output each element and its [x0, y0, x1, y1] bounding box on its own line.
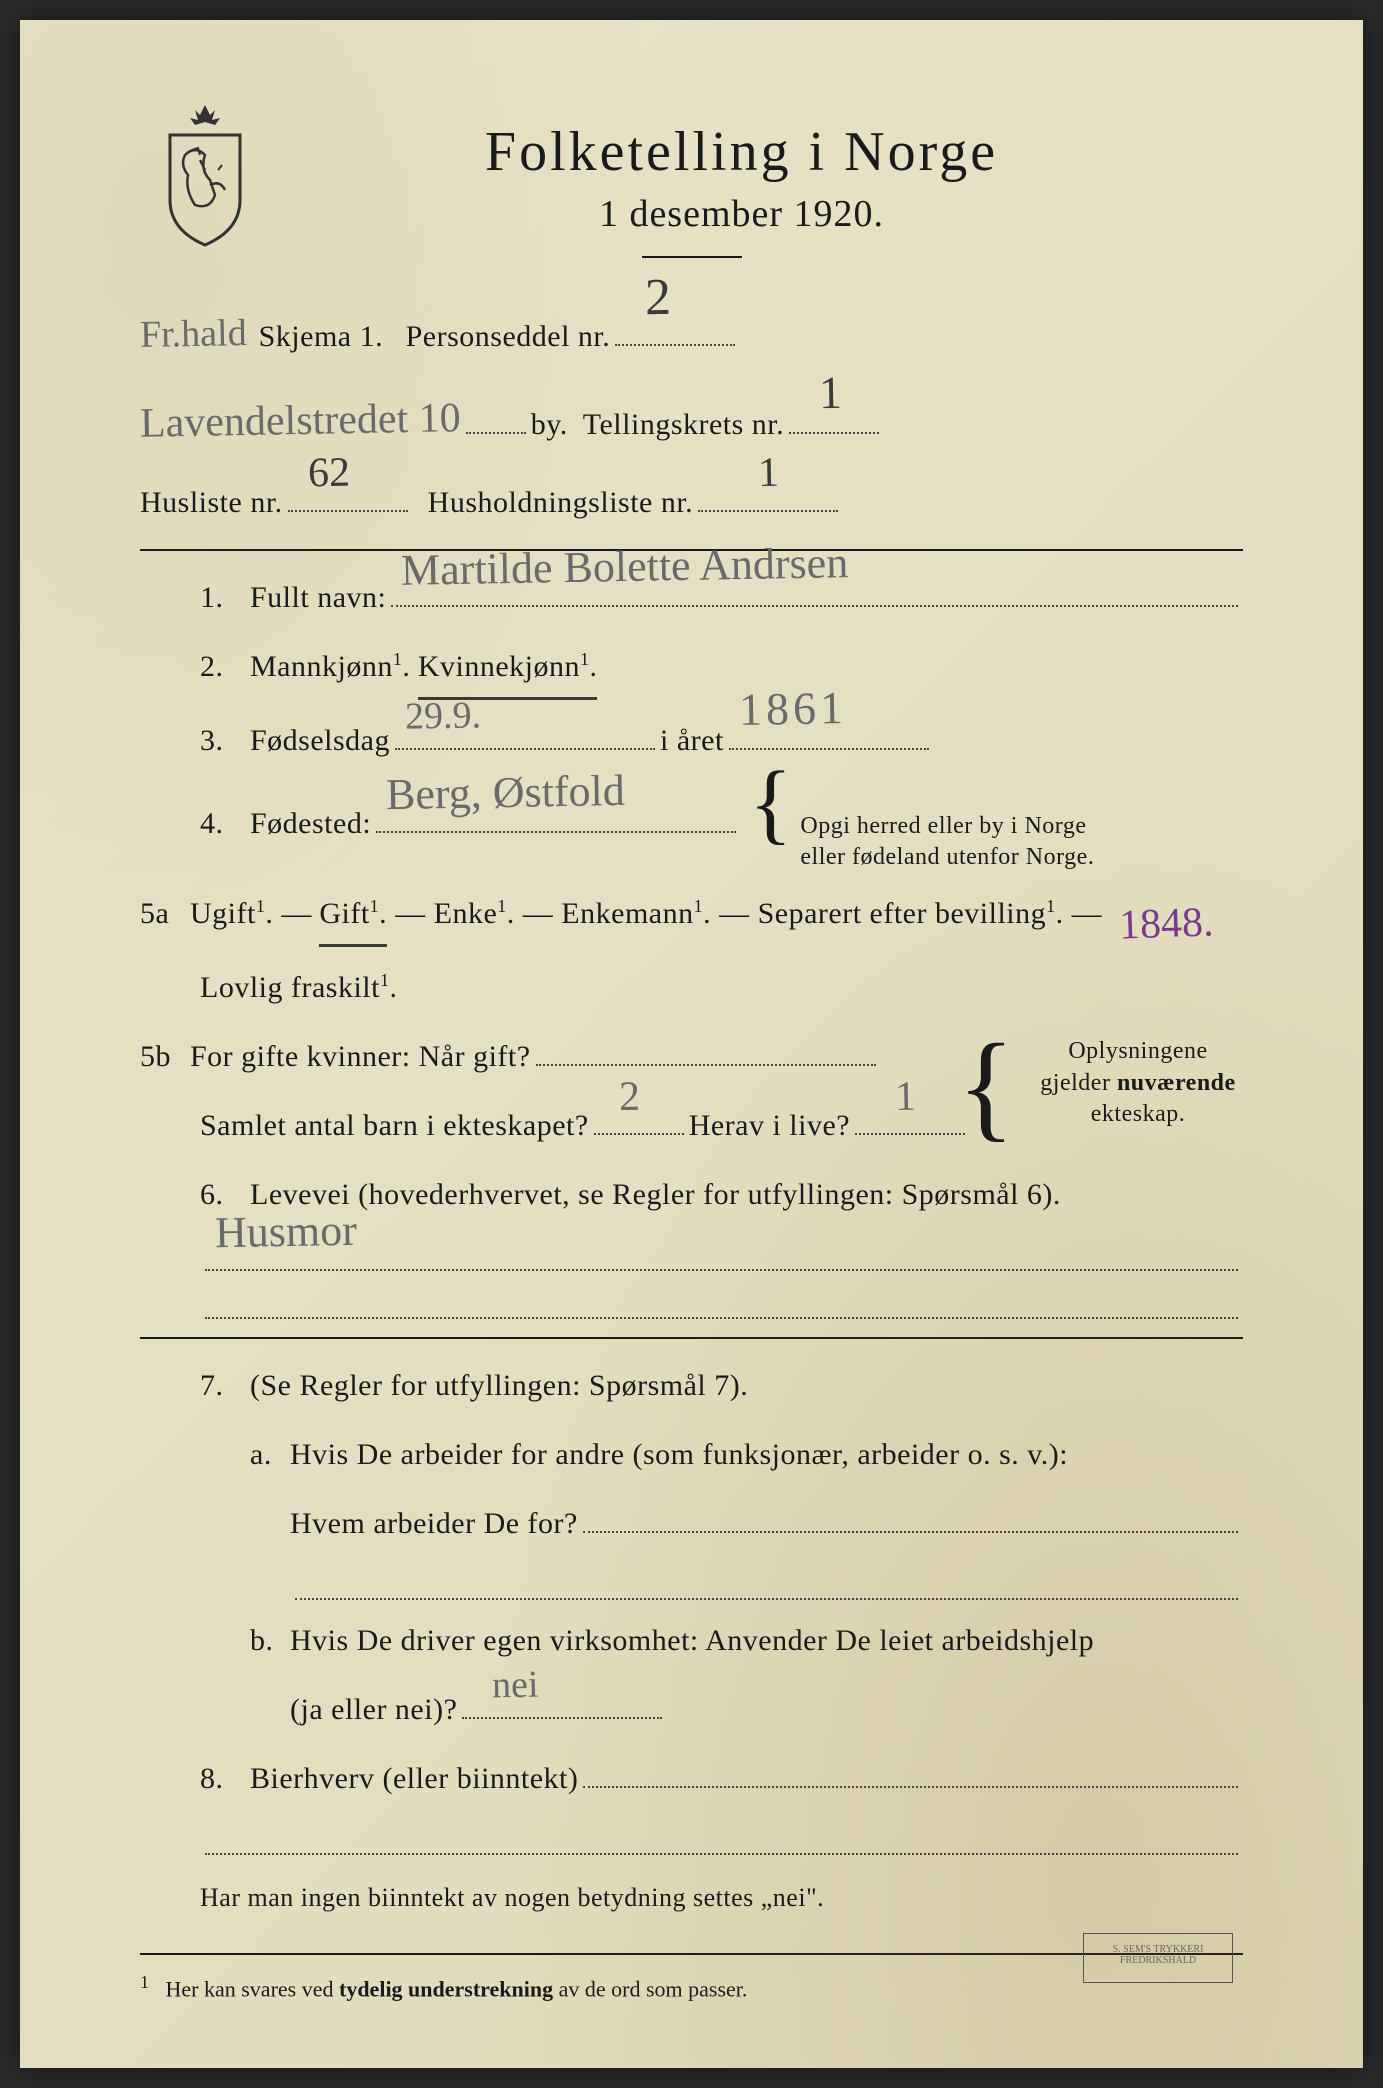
- footnote: 1 Her kan svares ved tydelig understrekn…: [140, 1953, 1243, 2010]
- q1-num: 1.: [200, 569, 250, 626]
- q5b-value2: 2: [618, 1057, 640, 1137]
- q7-line: 7. (Se Regler for utfyllingen: Spørsmål …: [140, 1357, 1243, 1414]
- q4-num: 4.: [200, 795, 250, 852]
- husholdningsliste-field: 1: [698, 476, 838, 512]
- q4-value: Berg, Østfold: [385, 749, 625, 837]
- q5b-label3: Herav i live?: [689, 1097, 850, 1154]
- q5b-field3: 1: [855, 1099, 965, 1135]
- q1-label: Fullt navn:: [250, 569, 386, 626]
- q4-line: 4. Fødested: Berg, Østfold { Opgi herred…: [140, 781, 1243, 873]
- q3-label: Fødselsdag: [250, 712, 390, 769]
- tellingskrets-label: Tellingskrets nr.: [583, 396, 784, 453]
- q5b-field1: [536, 1030, 876, 1066]
- by-label: by.: [531, 396, 568, 453]
- husholdningsliste-nr: 1: [757, 434, 779, 514]
- q5a-opt-fraskilt: Lovlig fraskilt1.: [200, 959, 397, 1016]
- husholdningsliste-label: Husholdningsliste nr.: [428, 474, 694, 531]
- q7a-label2: Hvem arbeider De for?: [290, 1495, 578, 1552]
- q1-value: Martilde Bolette Andrsen: [401, 521, 850, 612]
- q7b-value: nei: [492, 1649, 540, 1722]
- q8-label: Bierhverv (eller biinntekt): [250, 1750, 578, 1807]
- q7a-num: a.: [250, 1426, 290, 1483]
- tellingskrets-nr: 1: [818, 349, 843, 437]
- q3-day-field: 29.9.: [395, 714, 655, 750]
- header: Folketelling i Norge 1 desember 1920.: [140, 120, 1243, 258]
- husliste-label: Husliste nr.: [140, 474, 283, 531]
- q7b-label1: Hvis De driver egen virksomhet: Anvender…: [290, 1612, 1094, 1669]
- q5b-label1: For gifte kvinner: Når gift?: [190, 1028, 531, 1085]
- subtitle: 1 desember 1920.: [140, 192, 1243, 236]
- q4-hint: Opgi herred eller by i Norge eller fødel…: [800, 811, 1120, 873]
- q7a-blank: [140, 1564, 1243, 1600]
- q1-field: Martilde Bolette Andrsen: [391, 571, 1238, 607]
- q5b-num: 5b: [140, 1028, 190, 1085]
- husliste-nr: 62: [307, 434, 350, 515]
- q5b-value3: 1: [894, 1057, 916, 1137]
- q8-num: 8.: [200, 1750, 250, 1807]
- q5a-margin-note: 1848.: [1117, 884, 1214, 967]
- q5a-line: 5a Ugift1. — Gift1. — Enke1. — Enkemann1…: [140, 885, 1243, 947]
- husliste-field: 62: [288, 476, 408, 512]
- q5a-opt-ugift: Ugift1. —: [190, 885, 312, 942]
- skjema-label: Skjema 1.: [259, 308, 384, 365]
- q8-line: 8. Bierhverv (eller biinntekt): [140, 1750, 1243, 1807]
- q4-label: Fødested:: [250, 795, 371, 852]
- line-husliste: Husliste nr. 62 Husholdningsliste nr. 1: [140, 474, 1243, 531]
- q7-num: 7.: [200, 1357, 250, 1414]
- q7b-num: b.: [250, 1612, 290, 1669]
- q7a-line1: a. Hvis De arbeider for andre (som funks…: [140, 1426, 1243, 1483]
- q5b-field2: 2: [594, 1099, 684, 1135]
- census-form-page: Folketelling i Norge 1 desember 1920. Fr…: [20, 20, 1363, 2068]
- q6-value-line: Husmor: [140, 1235, 1243, 1271]
- q3-day-value: 29.9.: [404, 679, 481, 753]
- q8-field: [583, 1752, 1238, 1788]
- printer-stamp: S. SEM'S TRYKKERI FREDRIKSHALD: [1083, 1933, 1233, 1983]
- q6-value: Husmor: [214, 1189, 357, 1275]
- q3-line: 3. Fødselsdag 29.9. i året 1861: [140, 712, 1243, 769]
- q2-m: Mannkjønn1.: [250, 638, 410, 695]
- q8-hint-line: Har man ingen biinntekt av nogen betydni…: [140, 1873, 1243, 1922]
- q6-blank-line: [140, 1283, 1243, 1319]
- q5a-opt-gift: Gift1.: [319, 885, 387, 947]
- q6-label: Levevei (hovederhvervet, se Regler for u…: [250, 1166, 1061, 1223]
- q8-hint: Har man ingen biinntekt av nogen betydni…: [200, 1873, 824, 1922]
- q7-label: (Se Regler for utfyllingen: Spørsmål 7).: [250, 1357, 748, 1414]
- line-skjema: Fr.hald Skjema 1. Personseddel nr. 2: [140, 298, 1243, 370]
- personseddel-field: 2: [615, 310, 735, 346]
- q7b-field: nei: [462, 1683, 662, 1719]
- q2-num: 2.: [200, 638, 250, 695]
- q7b-label2: (ja eller nei)?: [290, 1681, 457, 1738]
- q7a-line2: Hvem arbeider De for?: [140, 1495, 1243, 1552]
- q3-num: 3.: [200, 712, 250, 769]
- q7b-line1: b. Hvis De driver egen virksomhet: Anven…: [140, 1612, 1243, 1669]
- q5a-line2: Lovlig fraskilt1.: [140, 959, 1243, 1016]
- q5b-label2: Samlet antal barn i ekteskapet?: [200, 1097, 589, 1154]
- q1-line: 1. Fullt navn: Martilde Bolette Andrsen: [140, 569, 1243, 626]
- street-handwritten: Lavendelstredet 10: [139, 379, 461, 464]
- q6-field: Husmor: [205, 1235, 1238, 1271]
- brace-icon: {: [749, 781, 792, 826]
- q7a-label1: Hvis De arbeider for andre (som funksjon…: [290, 1426, 1068, 1483]
- line-street: Lavendelstredet 10 by. Tellingskrets nr.…: [140, 382, 1243, 462]
- q7a-field: [583, 1497, 1238, 1533]
- q5b-line1: 5b For gifte kvinner: Når gift? { Oplysn…: [140, 1028, 1243, 1085]
- q3-year-label: i året: [660, 712, 724, 769]
- section-rule-2: [140, 1337, 1243, 1339]
- tellingskrets-field: 1: [789, 398, 879, 434]
- main-title: Folketelling i Norge: [140, 120, 1243, 184]
- q3-year-value: 1861: [738, 664, 848, 753]
- q5a-num: 5a: [140, 885, 190, 942]
- personseddel-nr: 2: [644, 249, 672, 348]
- q2-line: 2. Mannkjønn1. Kvinnekjønn1.: [140, 638, 1243, 700]
- q3-year-field: 1861: [729, 714, 929, 750]
- q4-field: Berg, Østfold: [376, 797, 736, 833]
- q8-blank: [140, 1819, 1243, 1855]
- prefix-handwritten: Fr.hald: [139, 297, 247, 371]
- personseddel-label: Personseddel nr.: [406, 308, 611, 365]
- footnote-sup: 1: [140, 1972, 149, 1992]
- norwegian-coat-of-arms-icon: [150, 100, 260, 250]
- q7b-line2: (ja eller nei)? nei: [140, 1681, 1243, 1738]
- q5b-line2: Samlet antal barn i ekteskapet? 2 Herav …: [140, 1097, 1243, 1154]
- form-body: Fr.hald Skjema 1. Personseddel nr. 2 Lav…: [140, 298, 1243, 2010]
